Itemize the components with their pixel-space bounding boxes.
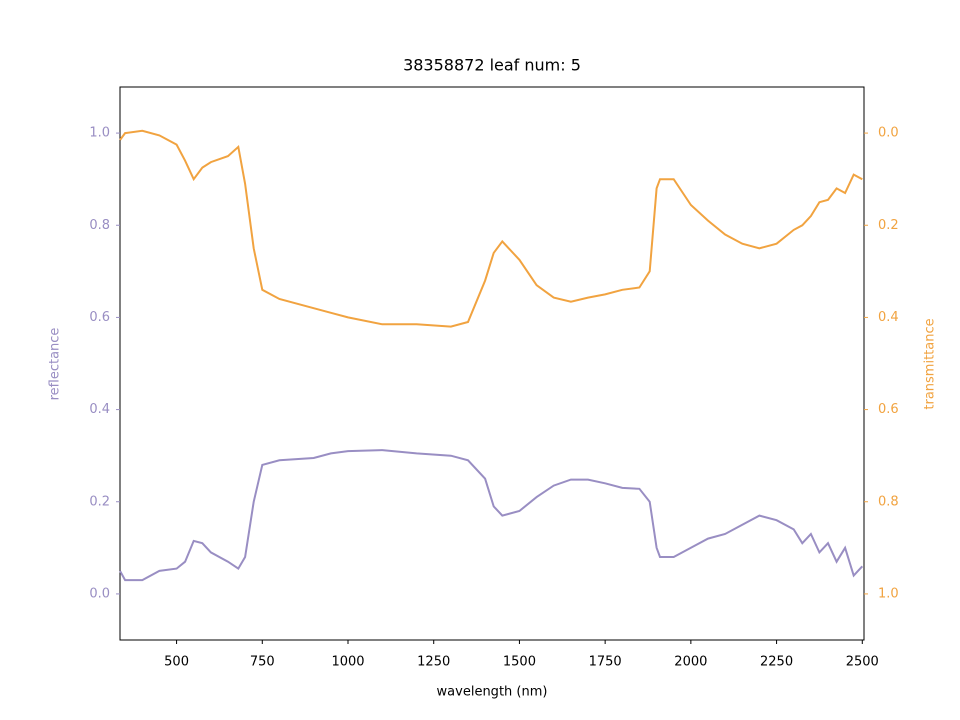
x-tick-label: 2250 (760, 655, 793, 670)
x-tick-label: 1750 (589, 655, 622, 670)
y-tick-label: 0.2 (89, 494, 110, 509)
y-tick-label: 0.8 (89, 218, 110, 233)
y2-tick-label: 0.0 (878, 126, 899, 141)
plot-frame (119, 86, 865, 641)
x-tick-label: 1500 (503, 655, 536, 670)
x-tick-label: 1000 (331, 655, 364, 670)
x-tick-label: 750 (250, 655, 275, 670)
y2-axis-label: transmittance (923, 318, 938, 409)
y-tick-label: 0.6 (89, 310, 110, 325)
y2-tick-label: 1.0 (878, 586, 899, 601)
y-tick-label: 0.4 (89, 402, 110, 417)
x-tick-label: 500 (164, 655, 189, 670)
y-tick-label: 0.0 (89, 586, 110, 601)
x-axis-label: wavelength (nm) (437, 685, 548, 700)
y-tick-label: 1.0 (89, 126, 110, 141)
y2-tick-label: 0.6 (878, 402, 899, 417)
x-tick-label: 2500 (846, 655, 879, 670)
y2-tick-label: 0.2 (878, 218, 899, 233)
series-line (119, 449, 864, 582)
y2-tick-label: 0.8 (878, 494, 899, 509)
y-axis-label: reflectance (48, 328, 63, 401)
y2-tick-label: 0.4 (878, 310, 899, 325)
series-line (119, 129, 863, 328)
x-tick-label: 2000 (674, 655, 707, 670)
chart-title: 38358872 leaf num: 5 (403, 56, 581, 75)
x-tick-label: 1250 (417, 655, 450, 670)
